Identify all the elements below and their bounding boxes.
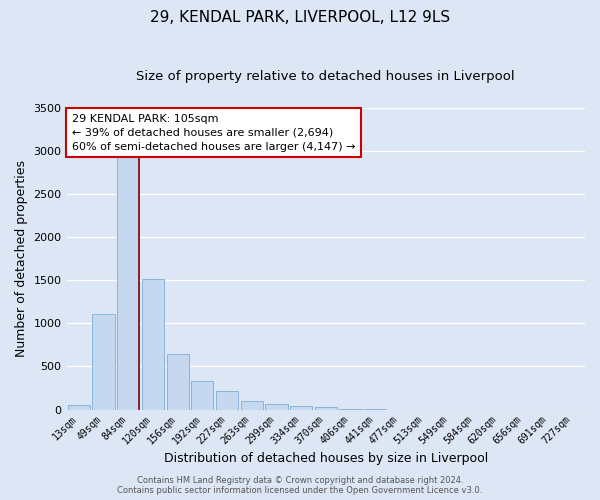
- Title: Size of property relative to detached houses in Liverpool: Size of property relative to detached ho…: [136, 70, 515, 83]
- Bar: [191, 380, 214, 410]
- Text: 29, KENDAL PARK, LIVERPOOL, L12 9LS: 29, KENDAL PARK, LIVERPOOL, L12 9LS: [150, 10, 450, 25]
- Bar: [167, 354, 189, 410]
- Bar: [290, 406, 312, 409]
- Bar: [92, 314, 115, 410]
- Bar: [265, 404, 287, 409]
- Y-axis label: Number of detached properties: Number of detached properties: [15, 160, 28, 357]
- Bar: [241, 402, 263, 409]
- Bar: [68, 406, 90, 409]
- Bar: [340, 408, 362, 410]
- Text: Contains HM Land Registry data © Crown copyright and database right 2024.
Contai: Contains HM Land Registry data © Crown c…: [118, 476, 482, 495]
- Bar: [142, 280, 164, 409]
- Text: 29 KENDAL PARK: 105sqm
← 39% of detached houses are smaller (2,694)
60% of semi-: 29 KENDAL PARK: 105sqm ← 39% of detached…: [72, 114, 355, 152]
- Bar: [314, 408, 337, 410]
- Bar: [117, 157, 139, 409]
- Bar: [216, 392, 238, 409]
- X-axis label: Distribution of detached houses by size in Liverpool: Distribution of detached houses by size …: [164, 452, 488, 465]
